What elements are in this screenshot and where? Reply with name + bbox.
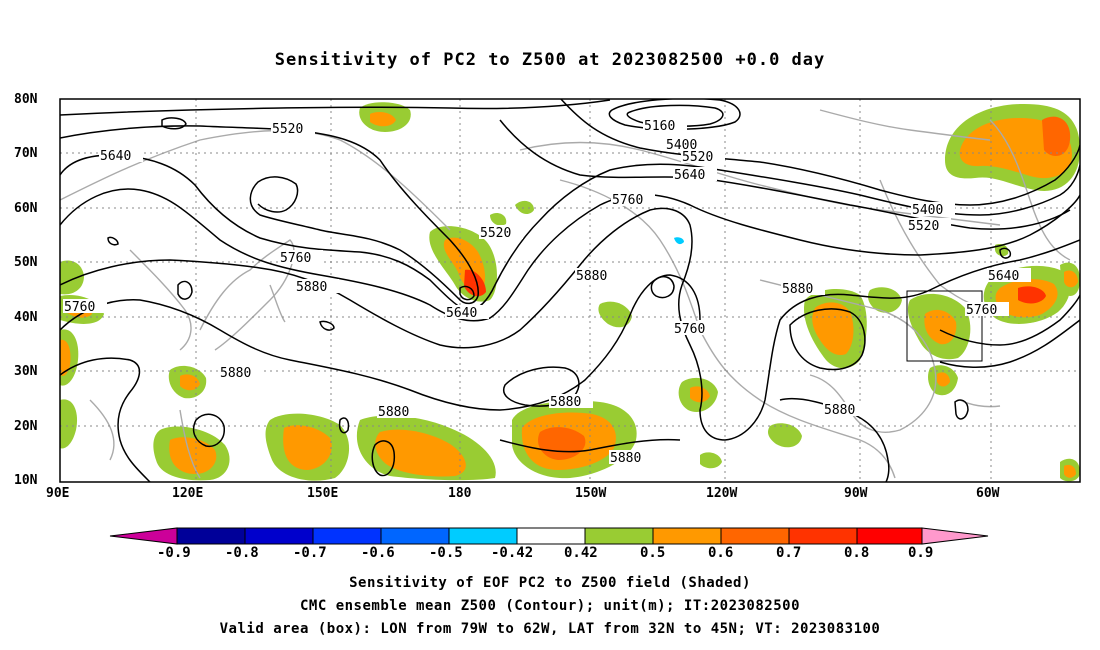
colorbar-bin	[652, 527, 722, 545]
contour-label-5760: 5760	[612, 193, 643, 208]
valid-area-box	[906, 290, 983, 362]
contour-label-5640: 5640	[674, 168, 705, 183]
lon-label-90w: 90W	[844, 486, 868, 501]
colorbar-label: -0.8	[225, 545, 259, 561]
colorbar-bin	[788, 527, 858, 545]
lon-label-150e: 150E	[307, 486, 339, 501]
lon-label-150w: 150W	[575, 486, 607, 501]
lat-label-50n: 50N	[14, 255, 38, 270]
contour-label-5520: 5520	[272, 122, 303, 137]
colorbar-low-extend	[109, 527, 178, 545]
contour-label-5640: 5640	[988, 269, 1019, 284]
contour-label-5880: 5880	[782, 282, 813, 297]
lon-label-90e: 90E	[46, 486, 70, 501]
contour-label-5160: 5160	[644, 119, 675, 134]
contour-label-5760: 5760	[280, 251, 311, 266]
caption-valid-area: Valid area (box): LON from 79W to 62W, L…	[219, 621, 881, 637]
contour-labels: 5520 5640 5160 5400 5520 5640 5760 5520 …	[63, 118, 1031, 466]
colorbar-bin	[448, 527, 518, 545]
contour-label-5520: 5520	[908, 219, 939, 234]
contour-label-5520: 5520	[480, 226, 511, 241]
lat-label-20n: 20N	[14, 419, 38, 434]
colorbar-label: 0.8	[844, 545, 870, 561]
colorbar-bin	[380, 527, 450, 545]
colorbar-bin	[176, 527, 246, 545]
contour-label-5880: 5880	[824, 403, 855, 418]
contour-label-5760: 5760	[64, 300, 95, 315]
contour-label-5880: 5880	[220, 366, 251, 381]
colorbar-label: -0.42	[491, 545, 534, 561]
colorbar-label: -0.9	[157, 545, 191, 561]
sensitivity-shading	[60, 102, 1080, 482]
colorbar-label: 0.9	[908, 545, 934, 561]
colorbar	[109, 527, 989, 545]
contour-label-5880: 5880	[576, 269, 607, 284]
contour-label-5640: 5640	[446, 306, 477, 321]
colorbar-label: 0.42	[564, 545, 598, 561]
contour-label-5640: 5640	[100, 149, 131, 164]
colorbar-bin	[720, 527, 790, 545]
lon-label-120e: 120E	[172, 486, 204, 501]
lon-label-120w: 120W	[706, 486, 738, 501]
map-title: Sensitivity of PC2 to Z500 at 2023082500…	[274, 50, 826, 70]
contour-label-5880: 5880	[610, 451, 641, 466]
lat-label-30n: 30N	[14, 364, 38, 379]
lat-label-40n: 40N	[14, 310, 38, 325]
lat-label-80n: 80N	[14, 92, 38, 107]
colorbar-bin	[856, 527, 923, 545]
contour-label-5880: 5880	[378, 405, 409, 420]
colorbar-bin	[244, 527, 314, 545]
colorbar-label: 0.5	[640, 545, 666, 561]
contour-label-5520: 5520	[682, 150, 713, 165]
contour-label-5880: 5880	[550, 395, 581, 410]
colorbar-label: 0.7	[776, 545, 802, 561]
contour-label-5760: 5760	[966, 303, 997, 318]
colorbar-label: -0.6	[361, 545, 395, 561]
colorbar-label: -0.5	[429, 545, 463, 561]
contour-label-5760: 5760	[674, 322, 705, 337]
contour-label-5880: 5880	[296, 280, 327, 295]
colorbar-bin	[312, 527, 382, 545]
lon-label-60w: 60W	[976, 486, 1000, 501]
lat-label-60n: 60N	[14, 201, 38, 216]
caption-shading: Sensitivity of EOF PC2 to Z500 field (Sh…	[349, 575, 751, 591]
colorbar-high-extend	[921, 527, 989, 545]
colorbar-bin	[516, 527, 586, 545]
colorbar-bin	[584, 527, 654, 545]
contour-label-5400: 5400	[912, 203, 943, 218]
colorbar-label: -0.7	[293, 545, 327, 561]
lat-label-70n: 70N	[14, 146, 38, 161]
map-frame	[59, 98, 1081, 483]
colorbar-label: 0.6	[708, 545, 734, 561]
caption-contour: CMC ensemble mean Z500 (Contour); unit(m…	[299, 598, 800, 614]
lon-label-180: 180	[448, 486, 472, 501]
lat-label-10n: 10N	[14, 473, 38, 488]
